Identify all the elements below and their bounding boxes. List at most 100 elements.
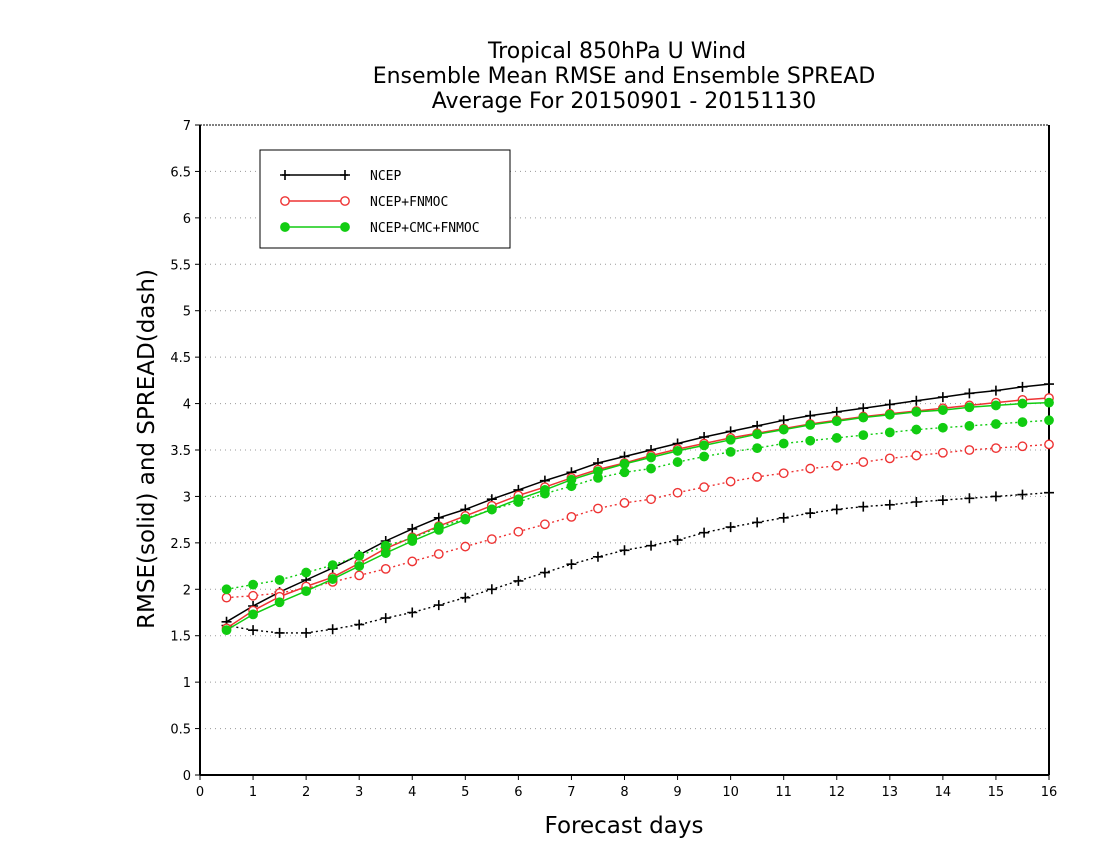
point-ncep-cmc-fnmoc-spread [725, 446, 736, 457]
point-ncep-cmc-fnmoc-rmse [301, 586, 312, 597]
point-ncep-cmc-fnmoc-rmse [619, 459, 630, 469]
point-ncep-cmc-fnmoc-spread [991, 419, 1001, 429]
point-ncep-fnmoc-spread [672, 487, 683, 498]
point-ncep-fnmoc-spread [593, 503, 603, 514]
line-ncep-rmse [226, 383, 1050, 623]
point-ncep-cmc-fnmoc-rmse [354, 561, 365, 571]
point-ncep-cmc-fnmoc-rmse [460, 514, 471, 525]
point-ncep-spread [380, 613, 391, 624]
point-ncep-cmc-fnmoc-spread [672, 457, 683, 467]
y-tick-label: 4.5 [170, 351, 191, 366]
point-ncep-cmc-fnmoc-spread [248, 579, 258, 590]
x-tick-label: 4 [408, 785, 416, 800]
point-ncep-fnmoc-spread [1044, 439, 1054, 450]
point-ncep-fnmoc-spread [513, 526, 524, 537]
point-ncep-cmc-fnmoc-spread [1044, 415, 1054, 426]
point-ncep-cmc-fnmoc-rmse [831, 416, 842, 427]
point-ncep-cmc-fnmoc-rmse [540, 485, 550, 495]
point-ncep-fnmoc-spread [964, 445, 975, 455]
point-ncep-fnmoc-spread [221, 592, 232, 603]
point-ncep-fnmoc-spread [619, 498, 630, 508]
point-ncep-spread [884, 499, 895, 510]
point-ncep-cmc-fnmoc-rmse [593, 466, 603, 477]
point-ncep-spread [354, 619, 365, 630]
point-ncep-cmc-fnmoc-rmse [911, 407, 922, 417]
point-ncep-fnmoc-spread [248, 590, 258, 601]
x-tick-label: 16 [1041, 785, 1058, 800]
point-ncep-cmc-fnmoc-rmse [566, 474, 577, 485]
point-ncep-cmc-fnmoc-rmse [513, 494, 524, 505]
point-ncep-rmse [778, 415, 789, 426]
point-ncep-spread [566, 559, 577, 570]
point-ncep-cmc-fnmoc-spread [778, 438, 789, 449]
x-tick-label: 7 [567, 785, 575, 800]
x-tick-label: 1 [249, 785, 257, 800]
point-ncep-spread [1044, 487, 1054, 498]
point-ncep-cmc-fnmoc-rmse [672, 446, 683, 456]
point-ncep-spread [805, 508, 816, 519]
point-ncep-fnmoc-spread [460, 541, 471, 552]
y-axis-title: RMSE(solid) and SPREAD(dash) [134, 269, 160, 629]
legend-box [259, 149, 511, 249]
point-ncep-cmc-fnmoc-spread [646, 463, 656, 474]
point-ncep-fnmoc-spread [831, 460, 842, 471]
legend-marker-ncep-fnmoc [280, 196, 290, 206]
point-ncep-cmc-fnmoc-rmse [327, 574, 338, 584]
point-ncep-fnmoc-spread [911, 450, 922, 461]
point-ncep-spread [433, 600, 444, 611]
point-ncep-fnmoc-spread [699, 482, 709, 493]
y-tick-label: 5 [183, 305, 191, 320]
legend-label-ncep: NCEP [370, 169, 401, 184]
legend-marker-ncep-fnmoc [340, 196, 350, 206]
point-ncep-cmc-fnmoc-spread [911, 424, 922, 435]
point-ncep-spread [407, 607, 418, 618]
point-ncep-fnmoc-spread [858, 457, 869, 467]
line-ncep-cmc-fnmoc-spread [226, 419, 1050, 590]
point-ncep-spread [248, 625, 259, 636]
point-ncep-cmc-fnmoc-spread [752, 443, 763, 454]
point-ncep-cmc-fnmoc-spread [221, 584, 232, 595]
point-ncep-cmc-fnmoc-rmse [248, 609, 258, 620]
point-ncep-cmc-fnmoc-rmse [991, 400, 1001, 411]
point-ncep-fnmoc-spread [991, 443, 1001, 454]
y-tick-label: 7 [183, 119, 191, 134]
point-ncep-cmc-fnmoc-rmse [433, 524, 444, 535]
point-ncep-rmse [990, 385, 1001, 396]
point-ncep-rmse [964, 388, 975, 399]
y-tick-label: 2 [183, 583, 191, 598]
x-tick-label: 9 [673, 785, 681, 800]
x-tick-label: 14 [935, 785, 952, 800]
point-ncep-cmc-fnmoc-spread [327, 560, 338, 571]
legend: NCEP NCEP+FNMOC NCEP+CMC+FNMOC [259, 149, 511, 249]
point-ncep-fnmoc-spread [380, 563, 391, 574]
chart-title-line-3: Average For 20150901 - 20151130 [432, 89, 817, 114]
legend-label-ncep-cmc-fnmoc: NCEP+CMC+FNMOC [370, 221, 480, 236]
point-ncep-spread [937, 495, 948, 506]
legend-marker-ncep [280, 170, 290, 180]
point-ncep-cmc-fnmoc-rmse [752, 429, 763, 440]
x-tick-label: 5 [461, 785, 469, 800]
x-tick-label: 11 [775, 785, 792, 800]
point-ncep-spread [858, 501, 869, 512]
point-ncep-rmse [1044, 379, 1054, 390]
chart-title-line-1: Tropical 850hPa U Wind [487, 39, 746, 64]
point-ncep-fnmoc-spread [407, 556, 418, 567]
point-ncep-fnmoc-spread [354, 570, 365, 581]
y-tick-label: 1.5 [170, 630, 191, 645]
point-ncep-fnmoc-spread [646, 494, 656, 505]
point-ncep-cmc-fnmoc-spread [884, 427, 895, 438]
point-ncep-cmc-fnmoc-rmse [221, 625, 232, 636]
axes: 00.511.522.533.544.555.566.570 1 2 3 4 5 6 7 8 9 1… [170, 119, 1057, 800]
point-ncep-rmse [937, 392, 948, 403]
point-ncep-fnmoc-spread [1017, 441, 1028, 452]
point-ncep-spread [301, 627, 312, 638]
point-ncep-spread [990, 491, 1001, 502]
point-ncep-cmc-fnmoc-rmse [937, 405, 948, 415]
point-ncep-spread [1017, 489, 1028, 500]
x-tick-label: 13 [882, 785, 899, 800]
point-ncep-cmc-fnmoc-rmse [964, 402, 975, 413]
point-ncep-cmc-fnmoc-rmse [1017, 398, 1028, 409]
point-ncep-fnmoc-spread [884, 453, 895, 464]
point-ncep-spread [699, 527, 710, 538]
